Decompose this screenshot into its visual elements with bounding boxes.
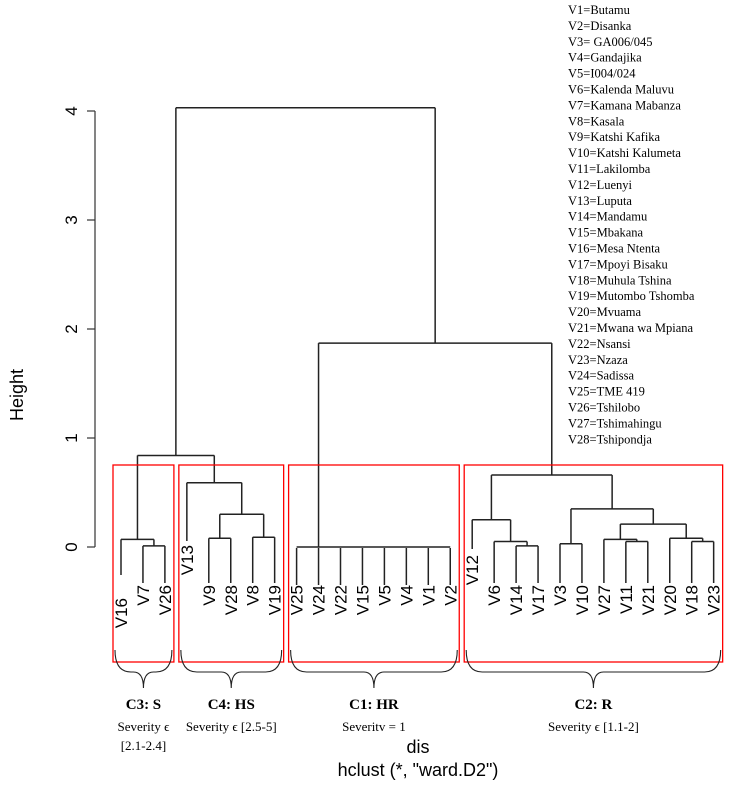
y-tick-label: 3 — [62, 215, 81, 224]
cluster-severity: Severity ϵ [2.5-5] — [186, 719, 277, 734]
cluster-title: C1: HR — [349, 697, 399, 713]
legend-entry: V18=Muhula Tshina — [568, 273, 672, 287]
cluster-box — [178, 464, 285, 663]
legend-entry: V12=Luenyi — [568, 178, 633, 192]
cluster-boxes — [112, 464, 724, 663]
leaf-label: V4 — [397, 585, 416, 606]
legend-entry: V15=Mbakana — [568, 226, 644, 240]
leaf-label: V25 — [288, 585, 307, 615]
legend-entry: V16=Mesa Ntenta — [568, 242, 661, 256]
cluster-severity: Severitv = 1 — [342, 719, 406, 734]
leaf-label: V28 — [222, 585, 241, 615]
legend-entry: V14=Mandamu — [568, 210, 648, 224]
legend-entry: V1=Butamu — [568, 3, 631, 17]
cluster-braces — [114, 649, 722, 689]
cluster-title: C4: HS — [208, 697, 255, 713]
leaf-label: V16 — [112, 598, 131, 628]
leaf-label: V10 — [573, 585, 592, 615]
legend-entry: V20=Mvuama — [568, 305, 641, 319]
leaf-label: V13 — [178, 545, 197, 575]
leaf-label: V20 — [661, 585, 680, 615]
cluster-labels: C3: S Severity ϵ [2.1-2.4] C4: HS Severity ϵ… — [118, 697, 639, 753]
x-axis-label: dis — [406, 737, 429, 757]
cluster-brace — [290, 649, 458, 689]
legend-entry: V10=Katshi Kalumeta — [568, 146, 681, 160]
y-tick-label: 4 — [62, 106, 81, 115]
leaf-label: V2 — [441, 585, 460, 606]
cluster-box — [112, 464, 175, 663]
cluster-brace — [180, 649, 283, 689]
leaf-label: V9 — [200, 585, 219, 606]
legend-entry: V3= GA006/045 — [568, 35, 652, 49]
cluster-severity: Severity ϵ [1.1-2] — [548, 719, 639, 734]
leaf-label: V21 — [639, 585, 658, 615]
y-tick-label: 2 — [62, 324, 81, 333]
cluster-box — [463, 464, 724, 663]
legend-entry: V23=Nzaza — [568, 353, 628, 367]
leaf-label: V15 — [353, 585, 372, 615]
leaf-label: V8 — [244, 585, 263, 606]
leaf-label: V26 — [156, 585, 175, 615]
legend-entry: V7=Kamana Mabanza — [568, 98, 681, 112]
cluster-title: C3: S — [126, 697, 161, 713]
leaf-label: V12 — [463, 555, 482, 585]
legend-entry: V2=Disanka — [568, 19, 632, 33]
y-axis-label: Height — [7, 369, 27, 421]
leaf-label: V5 — [375, 585, 394, 606]
y-tick-label: 1 — [62, 433, 81, 442]
legend-entry: V24=Sadissa — [568, 369, 635, 383]
legend-entry: V25=TME 419 — [568, 385, 645, 399]
leaf-label: V23 — [705, 585, 724, 615]
leaf-label: V7 — [134, 585, 153, 606]
leaf-label: V3 — [551, 585, 570, 606]
legend: V1=Butamu V2=Disanka V3= GA006/045 V4=Ganda… — [568, 3, 695, 446]
y-axis: 0 1 2 3 4 — [62, 106, 96, 552]
legend-entry: V4=Gandajika — [568, 51, 642, 65]
legend-entry: V19=Mutombo Tshomba — [568, 289, 695, 303]
legend-entry: V13=Luputa — [568, 194, 632, 208]
leaf-label: V18 — [683, 585, 702, 615]
legend-entry: V9=Katshi Kafika — [568, 130, 661, 144]
legend-entry: V22=Nsansi — [568, 337, 631, 351]
cluster-brace — [114, 649, 173, 689]
leaf-label: V11 — [617, 585, 636, 614]
dendrogram-links — [120, 106, 715, 585]
leaf-label: V19 — [266, 585, 285, 615]
legend-entry: V17=Mpoyi Bisaku — [568, 257, 669, 271]
leaf-label: V6 — [485, 585, 504, 606]
cluster-severity: Severity ϵ — [118, 719, 170, 734]
leaf-label: V22 — [332, 585, 351, 615]
leaf-label: V17 — [529, 585, 548, 615]
legend-entry: V21=Mwana wa Mpiana — [568, 321, 694, 335]
leaf-label: V24 — [310, 585, 329, 615]
cluster-title: C2: R — [574, 697, 612, 713]
legend-entry: V27=Tshimahingu — [568, 416, 662, 430]
chart-subtitle: hclust (*, "ward.D2") — [338, 760, 499, 780]
y-tick-label: 0 — [62, 542, 81, 551]
cluster-severity: [2.1-2.4] — [121, 738, 167, 753]
leaf-label: V14 — [507, 585, 526, 615]
legend-entry: V11=Lakilomba — [568, 162, 651, 176]
legend-entry: V26=Tshilobo — [568, 401, 640, 415]
cluster-box — [287, 464, 460, 663]
legend-entry: V28=Tshipondja — [568, 432, 652, 446]
leaf-label: V27 — [595, 585, 614, 615]
cluster-brace — [465, 649, 722, 689]
legend-entry: V8=Kasala — [568, 114, 625, 128]
leaf-label: V1 — [419, 585, 438, 606]
legend-entry: V6=Kalenda Maluvu — [568, 83, 675, 97]
legend-entry: V5=I004/024 — [568, 67, 636, 81]
